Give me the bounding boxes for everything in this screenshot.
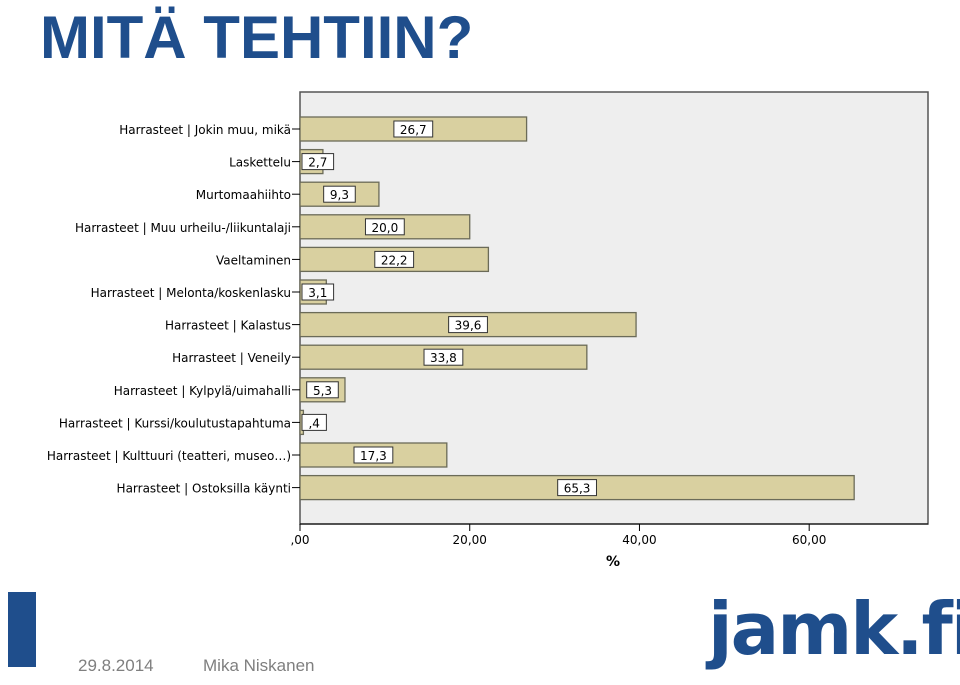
category-labels-group: Harrasteet | Jokin muu, mikä Laskettelu Mu… — [47, 123, 300, 496]
value-label-box — [423, 348, 464, 366]
value-label-box — [393, 120, 434, 138]
category-label: Harrasteet | Melonta/koskenlasku — [91, 286, 291, 300]
value-label-box — [301, 413, 327, 431]
x-tick-label: ,00 — [290, 533, 309, 547]
bars-group: 26,7 2,7 9,3 20,0 22,2 3,1 39,6 33,8 5,3 ,4 17,3 65… — [299, 116, 855, 501]
value-label: 3,1 — [308, 286, 327, 300]
value-label: 22,2 — [381, 253, 408, 267]
value-label-box — [323, 185, 356, 203]
value-label: ,4 — [308, 416, 319, 430]
footer-date: 29.8.2014 — [78, 656, 154, 675]
x-axis-title: % — [606, 554, 620, 570]
value-label: 20,0 — [372, 221, 399, 235]
value-label-box — [353, 446, 394, 464]
category-label: Harrasteet | Kylpylä/uimahalli — [114, 384, 291, 398]
value-label-box — [306, 381, 339, 399]
value-label: 33,8 — [430, 351, 457, 365]
value-label-box — [301, 283, 335, 301]
bar-chart: 26,7 2,7 9,3 20,0 22,2 3,1 39,6 33,8 5,3 ,4 17,3 65… — [47, 91, 929, 570]
jamk-logo: jamk.fi — [708, 588, 960, 680]
x-axis: ,00 20,00 40,00 60,00 — [290, 523, 928, 547]
slide-title: MITÄ TEHTIIN? — [40, 4, 474, 71]
value-label-box — [557, 479, 597, 497]
value-label-box — [301, 153, 335, 171]
x-tick-label: 60,00 — [792, 533, 826, 547]
footer-author: Mika Niskanen — [203, 656, 315, 675]
category-label: Vaeltaminen — [216, 253, 291, 267]
category-label: Laskettelu — [229, 156, 291, 170]
value-label: 17,3 — [360, 449, 387, 463]
value-label: 5,3 — [313, 384, 332, 398]
value-label-box — [448, 316, 488, 334]
category-label: Harrasteet | Ostoksilla käynti — [117, 482, 291, 496]
category-label: Harrasteet | Muu urheilu-/liikuntalaji — [75, 221, 291, 235]
value-label: 2,7 — [308, 156, 327, 170]
value-label: 39,6 — [455, 319, 482, 333]
x-tick-label: 40,00 — [622, 533, 656, 547]
category-label: Harrasteet | Kalastus — [165, 319, 291, 333]
logo-text: jamk.fi — [708, 587, 960, 671]
category-label: Harrasteet | Jokin muu, mikä — [119, 123, 291, 137]
accent-bar — [8, 592, 36, 667]
value-label-box — [364, 218, 405, 236]
value-label-box — [374, 250, 415, 268]
category-label: Murtomaahiihto — [196, 188, 291, 202]
x-tick-label: 20,00 — [453, 533, 487, 547]
value-label: 65,3 — [564, 482, 591, 496]
category-label: Harrasteet | Kulttuuri (teatteri, museo…… — [47, 449, 291, 463]
category-label: Harrasteet | Kurssi/koulutustapahtuma — [59, 416, 291, 430]
value-label: 26,7 — [400, 123, 427, 137]
value-label: 9,3 — [330, 188, 349, 202]
category-label: Harrasteet | Veneily — [172, 351, 291, 365]
